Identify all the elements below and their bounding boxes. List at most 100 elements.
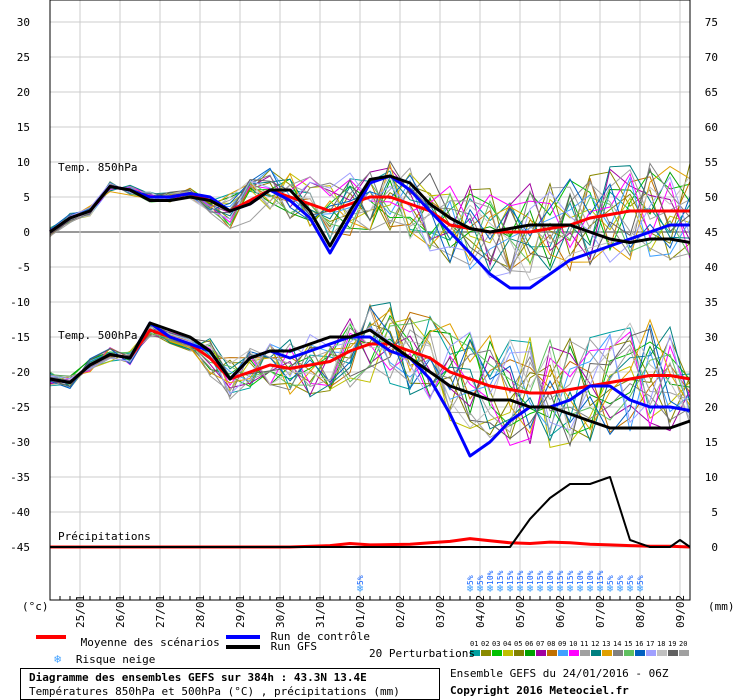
snowflake-icon: ❄ (54, 652, 62, 666)
legend-gfs-label: Run GFS (270, 640, 317, 653)
snow-risk-label: 15% (566, 570, 575, 585)
snow-risk-label: 10% (576, 570, 585, 585)
snow-risk-icon: ❄ (627, 582, 634, 595)
legend-control: Run de contrôle (226, 630, 370, 643)
perturbation-number: 13 (602, 640, 610, 648)
y-tick-label-left: 25 (17, 51, 30, 64)
perturbation-number: 19 (668, 640, 676, 648)
y-tick-label-left: -40 (10, 506, 30, 519)
gfs-line-t850 (49, 174, 691, 248)
y-tick-label-left: -45 (10, 541, 30, 554)
y-tick-label-left: 30 (17, 16, 30, 29)
perturbation-swatch (492, 650, 502, 656)
snow-risk-icon: ❄ (567, 582, 574, 595)
perturbation-swatch (613, 650, 623, 656)
y-tick-label-right: 70 (705, 51, 718, 64)
legend-perturbations: 20 Perturbations (369, 647, 475, 660)
snow-risk-label: 5% (466, 575, 475, 585)
y-tick-label-right: 5 (711, 506, 718, 519)
y-tick-label-right: 0 (711, 541, 718, 554)
perturbation-line-t500 (49, 317, 691, 445)
title-box: Diagramme des ensembles GEFS sur 384h : … (20, 668, 440, 700)
y-tick-label-right: 60 (705, 121, 718, 134)
plot-frame (49, 0, 691, 601)
x-date-label: 03/02 (434, 595, 447, 628)
perturbation-swatch (503, 650, 513, 656)
perturbation-number: 18 (657, 640, 665, 648)
y-tick-label-left: 10 (17, 156, 30, 169)
chart-title: Diagramme des ensembles GEFS sur 384h : … (29, 671, 367, 684)
t500-label: Temp. 500hPa (58, 329, 137, 342)
perturbation-number: 02 (481, 640, 489, 648)
snow-risk-label: 15% (556, 570, 565, 585)
x-date-label: 27/01 (154, 595, 167, 628)
snow-risk-label: 10% (546, 570, 555, 585)
snow-risk-label: 15% (536, 570, 545, 585)
perturbation-swatch (591, 650, 601, 656)
y-tick-label-right: 50 (705, 191, 718, 204)
gfs-line-precip (50, 476, 691, 548)
y-tick-label-right: 35 (705, 296, 718, 309)
perturbation-number: 11 (580, 640, 588, 648)
perturbation-swatch (624, 650, 634, 656)
snow-risk-icon: ❄ (467, 582, 474, 595)
y-tick-label-left: -20 (10, 366, 30, 379)
snow-risk-label: 5% (356, 575, 365, 585)
chart-subtitle: Températures 850hPa et 500hPa (°C) , pré… (29, 685, 400, 698)
perturbation-line-t500 (49, 317, 691, 421)
snow-risk-label: 5% (616, 575, 625, 585)
y-tick-label-left: 15 (17, 121, 30, 134)
perturbation-swatch (580, 650, 590, 656)
legend-gfs: Run GFS (226, 640, 317, 653)
snow-risk-label: 15% (496, 570, 505, 585)
snow-risk-label: 10% (486, 570, 495, 585)
snow-risk-icon: ❄ (497, 582, 504, 595)
perturbation-number: 06 (525, 640, 533, 648)
x-date-label: 06/02 (554, 595, 567, 628)
legend-mean-label: Moyenne des scénarios (80, 636, 220, 649)
perturbation-number: 14 (613, 640, 621, 648)
snow-risk-icon: ❄ (637, 582, 644, 595)
snow-risk-icon: ❄ (357, 582, 364, 595)
y-tick-label-left: -5 (17, 261, 30, 274)
perturbation-number: 16 (635, 640, 643, 648)
perturbation-number: 20 (679, 640, 687, 648)
snow-risk-label: 5% (606, 575, 615, 585)
y-tick-label-left: -15 (10, 331, 30, 344)
perturbation-number: 04 (503, 640, 511, 648)
legend-snow-label: Risque neige (75, 653, 156, 666)
perturbation-swatch (470, 650, 480, 656)
x-date-label: 01/02 (354, 595, 367, 628)
perturbation-number: 07 (536, 640, 544, 648)
perturbation-swatch (635, 650, 645, 656)
x-date-label: 05/02 (514, 595, 527, 628)
snow-risk-icon: ❄ (617, 582, 624, 595)
legend-snow: ❄ Risque neige (54, 652, 155, 666)
perturbation-number: 08 (547, 640, 555, 648)
x-date-label: 07/02 (594, 595, 607, 628)
snow-risk-icon: ❄ (547, 582, 554, 595)
y-tick-label-right: 30 (705, 331, 718, 344)
copyright: Copyright 2016 Meteociel.fr (450, 684, 629, 697)
snow-risk-icon: ❄ (607, 582, 614, 595)
perturbation-swatch (514, 650, 524, 656)
snow-risk-label: 10% (586, 570, 595, 585)
snow-risk-label: 10% (526, 570, 535, 585)
y-tick-label-left: -35 (10, 471, 30, 484)
perturbation-swatch (525, 650, 535, 656)
snow-risk-icon: ❄ (597, 582, 604, 595)
perturbation-swatch (481, 650, 491, 656)
y-tick-label-left: 0 (23, 226, 30, 239)
perturbation-number: 09 (558, 640, 566, 648)
x-date-label: 04/02 (474, 595, 487, 628)
mean-line-t500 (49, 328, 691, 395)
control-line-t850 (49, 174, 690, 290)
x-date-label: 30/01 (274, 595, 287, 628)
y-tick-label-right: 65 (705, 86, 718, 99)
snow-risk-icon: ❄ (487, 582, 494, 595)
snow-risk-icon: ❄ (517, 582, 524, 595)
t850-label: Temp. 850hPa (58, 161, 137, 174)
perturbation-line-t850 (49, 167, 691, 264)
perturbation-line-t850 (49, 162, 691, 273)
